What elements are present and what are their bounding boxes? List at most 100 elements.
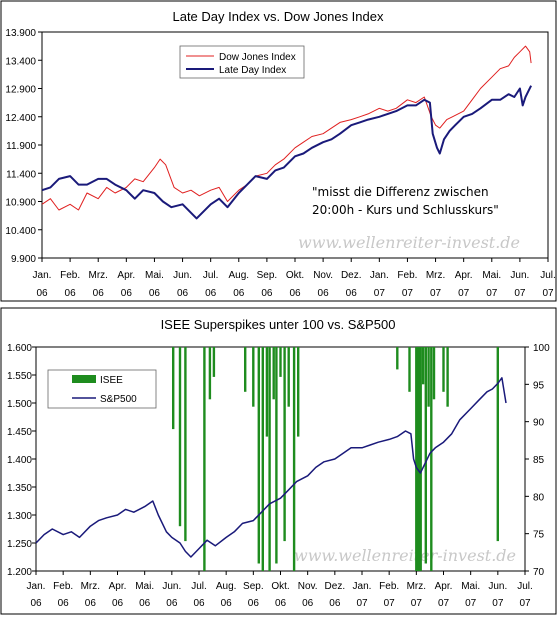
chart2-isee-bar	[396, 347, 399, 370]
chart2-y-left-tick-label: 1.450	[7, 427, 32, 438]
chart2-isee-bar	[265, 347, 269, 437]
chart2-isee-bar	[252, 347, 255, 407]
chart1-legend-box	[179, 45, 305, 79]
chart2-legend-label-isee: ISEE	[100, 375, 123, 386]
chart2-y-right-tick-label: 85	[533, 455, 545, 466]
chart2-isee-bar	[421, 347, 425, 385]
chart1-x-tick-year: 06	[346, 288, 358, 299]
chart1-x-tick-month: Apr.	[455, 270, 473, 281]
chart1-x-tick-month: Dez.	[341, 270, 362, 281]
chart1-x-tick-month: Nov.	[313, 270, 333, 281]
chart1-legend-label-lateday: Late Day Index	[219, 65, 286, 76]
chart1-y-tick-label: 11.400	[6, 169, 36, 180]
chart2-y-right-tick-label: 80	[533, 492, 545, 503]
chart2-x-tick-year: 06	[85, 598, 97, 609]
chart2-y-right-tick-label: 75	[533, 530, 545, 541]
chart1-annotation-line2: 20:00h - Kurs und Schlusskurs"	[312, 203, 499, 217]
chart2-legend: ISEE S&P500	[47, 369, 157, 409]
chart2-x-tick-month: Aug.	[216, 581, 237, 592]
chart2-isee-bar	[297, 347, 300, 437]
chart2-isee-bar	[283, 347, 286, 542]
chart2-title: ISEE Superspikes unter 100 vs. S&P500	[161, 317, 396, 332]
chart2-x-tick-year: 06	[221, 598, 233, 609]
chart2-isee-bar	[208, 347, 212, 400]
chart1-x-tick-month: Jun.	[510, 270, 529, 281]
chart2-y-left-tick-label: 1.500	[7, 399, 32, 410]
chart2-isee-bar	[287, 347, 290, 407]
chart1-x-tick-month: Jan.	[370, 270, 389, 281]
chart2-isee-bar	[496, 347, 499, 542]
chart1-x-tick-month: Feb.	[60, 270, 80, 281]
chart2-y-left-tick-label: 1.350	[7, 483, 32, 494]
chart2-x-tick-year: 06	[30, 598, 42, 609]
chart2-isee-bar	[244, 347, 247, 392]
chart2-legend-swatch-isee	[72, 375, 96, 383]
chart1-watermark: www.wellenreiter-invest.de	[298, 233, 520, 252]
chart2-isee-bar	[430, 347, 433, 571]
chart1-x-axis: Jan. 06 Feb. 06 Mrz. 06 Apr. 06 Mai. 06 Jun. 06 Jul.…	[33, 258, 556, 299]
chart1-x-tick-year: 07	[486, 288, 498, 299]
chart2-x-tick-month: Jun.	[488, 581, 507, 592]
chart1-x-tick-month: Jul.	[203, 270, 219, 281]
chart1-y-tick-label: 10.900	[5, 198, 36, 209]
chart2-y-right-tick-label: 95	[533, 380, 545, 391]
chart2-y-right-tick-label: 100	[533, 343, 550, 354]
chart2-x-tick-month: Mai.	[135, 581, 154, 592]
chart1-x-tick-year: 06	[233, 288, 245, 299]
chart2-x-tick-year: 07	[384, 598, 396, 609]
chart1-x-tick-month: Mrz.	[426, 270, 445, 281]
chart2-isee-bar	[212, 347, 216, 377]
chart2-isee-bar	[432, 347, 436, 400]
chart2-y-axis-left: 1.600 1.550 1.500 1.450 1.400 1.350 1.300 1.250…	[7, 343, 36, 578]
chart1-y-tick-label: 12.900	[5, 85, 36, 96]
chart2-isee-bar	[292, 347, 296, 571]
chart2-isee-bar	[417, 347, 420, 571]
chart2-x-tick-year: 06	[193, 598, 205, 609]
chart2-x-tick-month: Jul.	[191, 581, 207, 592]
chart2-x-tick-month: Apr.	[435, 581, 453, 592]
chart2-y-left-tick-label: 1.250	[7, 539, 32, 550]
chart2-x-tick-year: 07	[519, 598, 531, 609]
chart1-y-tick-label: 9.900	[11, 254, 36, 265]
chart2-y-right-tick-label: 90	[533, 418, 545, 429]
chart1-y-tick-label: 13.400	[5, 56, 36, 67]
chart2-isee-bar	[268, 347, 271, 571]
chart2-x-tick-month: Sep.	[243, 581, 264, 592]
chart2-x-tick-year: 06	[139, 598, 151, 609]
chart2-y-axis-right: 100 95 90 85 80 75 70	[525, 343, 550, 578]
chart1-x-tick-year: 07	[514, 288, 526, 299]
chart1-x-tick-month: Apr.	[117, 270, 135, 281]
chart1-x-tick-year: 06	[36, 288, 48, 299]
chart2-x-tick-year: 06	[248, 598, 260, 609]
chart2-isee-bar	[178, 347, 182, 527]
chart1-y-tick-label: 11.900	[6, 141, 36, 152]
chart1-x-tick-year: 06	[149, 288, 161, 299]
chart1-x-tick-year: 07	[402, 288, 414, 299]
chart2-isee-bar	[427, 347, 430, 407]
chart1-x-tick-month: Jul.	[540, 270, 556, 281]
chart2-x-tick-year: 06	[166, 598, 178, 609]
chart1-x-tick-year: 06	[177, 288, 189, 299]
chart2-x-tick-year: 06	[329, 598, 341, 609]
chart2-legend-label-sp500: S&P500	[100, 394, 137, 405]
chart1-x-tick-year: 07	[430, 288, 442, 299]
chart1-x-tick-month: Mai.	[482, 270, 501, 281]
chart2-isee-bar	[172, 347, 175, 430]
chart1-x-tick-month: Aug.	[228, 270, 249, 281]
chart2-x-tick-year: 07	[411, 598, 423, 609]
chart1-x-tick-year: 06	[261, 288, 273, 299]
chart1-x-tick-month: Okt.	[286, 270, 304, 281]
chart1-x-tick-year: 07	[374, 288, 386, 299]
chart2-x-tick-year: 06	[302, 598, 314, 609]
chart2-x-tick-month: Mrz.	[81, 581, 100, 592]
chart2-x-tick-year: 07	[465, 598, 477, 609]
chart1-x-tick-month: Jun.	[173, 270, 192, 281]
chart2-x-tick-year: 06	[275, 598, 287, 609]
chart1-y-tick-label: 13.900	[5, 28, 36, 39]
chart1-title: Late Day Index vs. Dow Jones Index	[172, 9, 384, 24]
chart2-isee-bar	[446, 347, 449, 407]
chart2-isee-bar	[272, 347, 275, 400]
chart2-x-tick-month: Jan.	[27, 581, 46, 592]
chart1-annotation-line1: "misst die Differenz zwischen	[312, 185, 489, 199]
chart1-x-tick-year: 06	[65, 288, 77, 299]
